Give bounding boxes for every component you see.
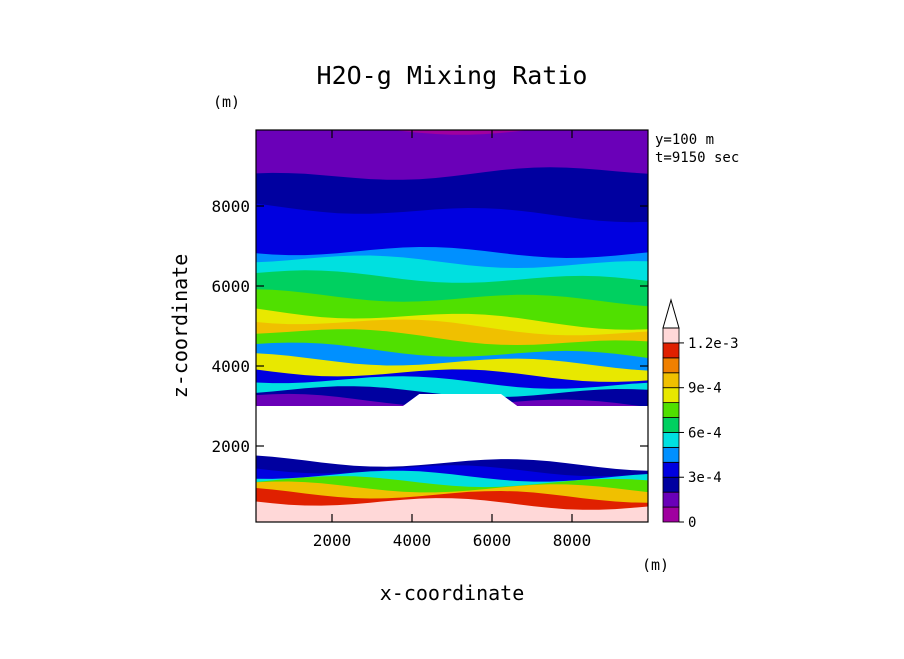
- x-tick-label: 8000: [553, 531, 592, 550]
- colorbar-swatch: [662, 506, 680, 523]
- x-unit-label: (m): [642, 556, 669, 574]
- x-tick-label: 6000: [473, 531, 512, 550]
- contour-band: [256, 498, 648, 522]
- annotation-y: y=100 m: [655, 132, 714, 148]
- colorbar-swatch: [662, 327, 680, 344]
- colorbar-label: 6e-4: [688, 425, 722, 441]
- colorbar-swatch: [662, 476, 680, 493]
- annotation-t: t=9150 sec: [655, 150, 739, 166]
- y-tick-label: 6000: [211, 277, 250, 296]
- colorbar-swatch: [662, 446, 680, 463]
- colorbar-extend-arrow: [662, 298, 680, 329]
- x-tick-label: 2000: [313, 531, 352, 550]
- y-tick-label: 8000: [211, 197, 250, 216]
- x-axis: 2000 4000 6000 8000: [313, 130, 592, 550]
- chart-title: H2O-g Mixing Ratio: [317, 61, 588, 90]
- y-tick-label: 2000: [211, 437, 250, 456]
- colorbar-swatch: [662, 491, 680, 508]
- x-tick-label: 4000: [393, 531, 432, 550]
- x-axis-label: x-coordinate: [380, 581, 525, 605]
- colorbar-label: 0: [688, 515, 696, 531]
- y-axis-label: z-coordinate: [168, 254, 192, 399]
- colorbar-swatch: [662, 417, 680, 433]
- y-tick-label: 4000: [211, 357, 250, 376]
- colorbar: 0 3e-4 6e-4 9e-4 1.2e-3: [662, 298, 739, 531]
- y-axis: 2000 4000 6000 8000: [211, 197, 648, 456]
- plot-area: [256, 130, 648, 522]
- colorbar-swatch: [662, 461, 680, 478]
- colorbar-label: 1.2e-3: [688, 336, 739, 352]
- plot-frame: [255, 129, 649, 523]
- contour-bands: [256, 130, 648, 522]
- y-unit-label: (m): [213, 93, 240, 111]
- colorbar-swatch: [662, 372, 680, 389]
- colorbar-label: 3e-4: [688, 470, 722, 486]
- colorbar-swatch: [662, 387, 680, 404]
- colorbar-swatch: [662, 342, 680, 359]
- colorbar-swatch: [662, 402, 680, 418]
- colorbar-label: 9e-4: [688, 381, 722, 397]
- colorbar-swatch: [662, 357, 680, 374]
- colorbar-swatch: [662, 432, 680, 448]
